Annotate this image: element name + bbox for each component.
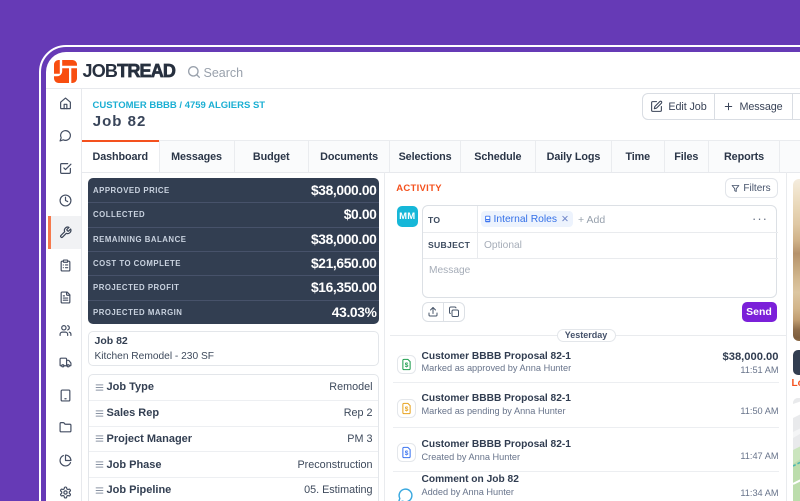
- svg-text:$: $: [405, 406, 409, 413]
- svg-text:$: $: [404, 450, 408, 457]
- svg-text:$: $: [404, 362, 408, 369]
